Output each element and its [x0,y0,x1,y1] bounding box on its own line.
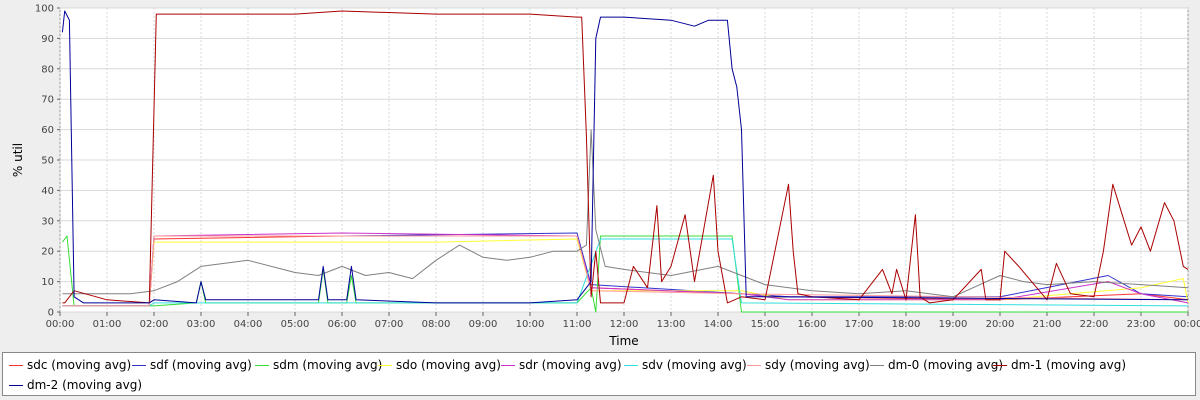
x-tick-label: 00:00 [1174,319,1200,330]
x-tick-label: 17:00 [845,319,874,330]
series-line-dm-1 [62,10,1189,304]
x-tick-label: 15:00 [751,319,780,330]
x-tick-label: 03:00 [187,319,216,330]
x-tick-label: 07:00 [375,319,404,330]
x-tick-label: 14:00 [704,319,733,330]
y-tick-label: 90 [41,34,54,45]
legend-label: sdo (moving avg) [396,358,501,372]
y-tick-label: 10 [41,277,54,288]
x-tick-label: 11:00 [563,319,592,330]
x-tick-label: 09:00 [469,319,498,330]
legend-label: dm-0 (moving avg) [888,358,1004,372]
x-tick-label: 02:00 [140,319,169,330]
series-lines [61,10,1189,313]
legend-item: sdv (moving avg) [624,355,747,375]
legend-label: dm-1 (moving avg) [1011,358,1127,372]
x-tick-label: 00:00 [46,319,75,330]
y-axis-ticks: 0 10 20 30 40 50 60 70 80 90 100 [35,4,60,319]
legend-swatch [624,364,638,366]
y-tick-label: 70 [41,95,54,106]
y-tick-label: 40 [41,186,54,197]
series-line-dm-0 [62,129,1189,298]
legend-swatch [501,364,515,366]
legend-label: sdf (moving avg) [150,358,252,372]
x-tick-label: 04:00 [234,319,263,330]
legend-item: sdr (moving avg) [501,355,622,375]
legend-swatch [9,384,23,386]
x-tick-label: 13:00 [657,319,686,330]
chart-area: 0 10 20 30 40 50 60 70 80 90 100 00:00 01:00 02:00 03… [11,4,1200,349]
y-tick-label: 100 [35,4,54,15]
x-tick-label: 05:00 [281,319,310,330]
x-tick-label: 12:00 [610,319,639,330]
x-tick-label: 23:00 [1127,319,1156,330]
y-tick-label: 60 [41,125,54,136]
x-tick-label: 01:00 [93,319,122,330]
legend-item: dm-0 (moving avg) [870,355,1003,375]
legend-item: sdo (moving avg) [378,355,501,375]
legend-item: dm-2 (moving avg) [9,375,142,395]
x-tick-label: 08:00 [422,319,451,330]
legend-item: sdf (moving avg) [132,355,252,375]
legend-item: dm-1 (moving avg) [993,355,1126,375]
chart-legend: sdc (moving avg) sdf (moving avg) sdm (mov… [2,352,1196,396]
legend-item: sdy (moving avg) [747,355,870,375]
y-tick-label: 80 [41,64,54,75]
legend-label: sdr (moving avg) [519,358,622,372]
y-tick-label: 50 [41,156,54,167]
x-axis-ticks: 00:00 01:00 02:00 03:00 04:00 05:00 06:00 07:00… [46,312,1200,330]
y-axis-title: % util [11,143,25,177]
x-tick-label: 19:00 [939,319,968,330]
legend-swatch [255,364,269,366]
legend-label: sdv (moving avg) [642,358,747,372]
legend-swatch [993,364,1007,366]
legend-swatch [747,364,761,366]
x-axis-title: Time [608,334,638,348]
series-line-sdv [62,238,1189,307]
x-tick-label: 20:00 [986,319,1015,330]
legend-label: sdy (moving avg) [765,358,870,372]
legend-item: sdc (moving avg) [9,355,131,375]
x-tick-label: 10:00 [516,319,545,330]
y-tick-label: 0 [48,308,54,319]
x-tick-label: 22:00 [1080,319,1109,330]
legend-label: sdm (moving avg) [273,358,383,372]
y-tick-label: 30 [41,216,54,227]
y-tick-label: 20 [41,247,54,258]
x-tick-label: 21:00 [1033,319,1062,330]
legend-swatch [9,364,23,366]
legend-label: sdc (moving avg) [27,358,132,372]
series-line-sdy [62,235,1189,307]
series-line-dm-2 [61,10,1189,304]
legend-label: dm-2 (moving avg) [27,378,143,392]
legend-swatch [378,364,392,366]
legend-swatch [132,364,146,366]
x-tick-label: 16:00 [798,319,827,330]
x-tick-label: 06:00 [328,319,357,330]
x-tick-label: 18:00 [892,319,921,330]
legend-swatch [870,364,884,366]
legend-item: sdm (moving avg) [255,355,382,375]
